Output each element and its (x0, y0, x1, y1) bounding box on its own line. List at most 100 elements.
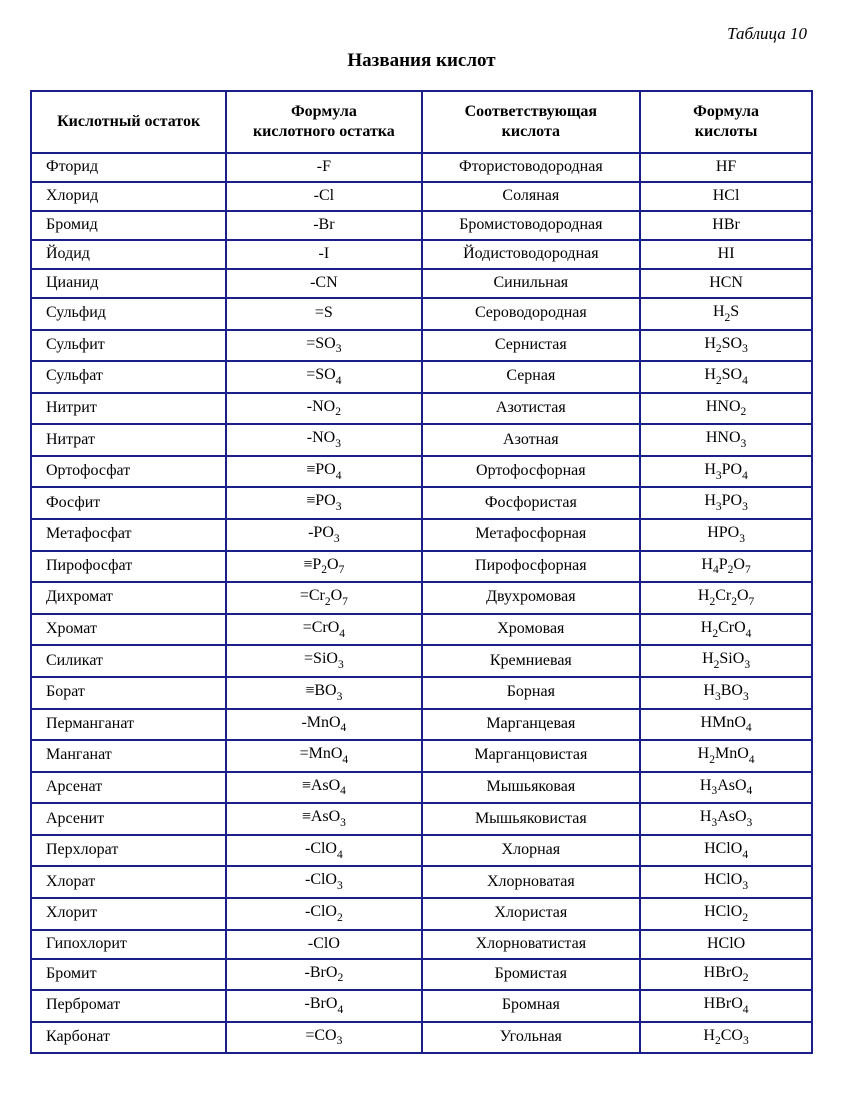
residue-formula: -ClO4 (226, 835, 421, 867)
table-row: Метафосфат-PO3МетафосфорнаяHPO3 (31, 519, 812, 551)
residue-formula: -I (226, 240, 421, 269)
residue-name: Бромит (31, 959, 226, 991)
acid-name: Марганцевая (422, 709, 641, 741)
residue-name: Гипохлорит (31, 930, 226, 959)
residue-formula: =SiO3 (226, 645, 421, 677)
table-row: Йодид-IЙодистоводороднаяHI (31, 240, 812, 269)
acid-formula: H2SiO3 (640, 645, 812, 677)
table-row: Силикат=SiO3КремниеваяH2SiO3 (31, 645, 812, 677)
residue-formula: =CO3 (226, 1022, 421, 1054)
residue-name: Йодид (31, 240, 226, 269)
residue-formula: -NO3 (226, 424, 421, 456)
table-row: Арсенат≡AsO4МышьяковаяH3AsO4 (31, 772, 812, 804)
residue-formula: =MnO4 (226, 740, 421, 772)
table-row: Бромид-BrБромистоводороднаяHBr (31, 211, 812, 240)
acid-name: Хлорная (422, 835, 641, 867)
acid-formula: H2Cr2O7 (640, 582, 812, 614)
acid-formula: HNO2 (640, 393, 812, 425)
table-row: Арсенит≡AsO3МышьяковистаяH3AsO3 (31, 803, 812, 835)
acid-name: Бромистая (422, 959, 641, 991)
residue-name: Сульфат (31, 361, 226, 393)
table-row: Перманганат-MnO4МарганцеваяHMnO4 (31, 709, 812, 741)
residue-formula: =CrO4 (226, 614, 421, 646)
residue-formula: =SO3 (226, 330, 421, 362)
table-row: Сульфит=SO3СернистаяH2SO3 (31, 330, 812, 362)
table-row: Фторид-FФтористоводороднаяHF (31, 153, 812, 182)
table-row: Нитрат-NO3АзотнаяHNO3 (31, 424, 812, 456)
residue-formula: ≡AsO3 (226, 803, 421, 835)
residue-formula: -CN (226, 269, 421, 298)
acid-formula: HPO3 (640, 519, 812, 551)
residue-name: Метафосфат (31, 519, 226, 551)
acid-name: Хромовая (422, 614, 641, 646)
col-header-2: Соответствующаякислота (422, 91, 641, 153)
acid-formula: H2CrO4 (640, 614, 812, 646)
residue-formula: =SO4 (226, 361, 421, 393)
residue-formula: =Cr2O7 (226, 582, 421, 614)
acid-name: Метафосфорная (422, 519, 641, 551)
residue-name: Хлорат (31, 866, 226, 898)
acid-name: Хлористая (422, 898, 641, 930)
acid-name: Угольная (422, 1022, 641, 1054)
acid-name: Сернистая (422, 330, 641, 362)
acid-name: Хлорноватая (422, 866, 641, 898)
residue-formula: =S (226, 298, 421, 330)
header-row: Кислотный остатокФормулакислотного остат… (31, 91, 812, 153)
table-row: Сульфат=SO4СернаяH2SO4 (31, 361, 812, 393)
acid-formula: H3PO3 (640, 487, 812, 519)
acid-name: Фтористоводородная (422, 153, 641, 182)
acid-formula: HCN (640, 269, 812, 298)
residue-name: Сульфит (31, 330, 226, 362)
acid-name: Двухромовая (422, 582, 641, 614)
residue-formula: -ClO (226, 930, 421, 959)
acid-formula: HI (640, 240, 812, 269)
residue-name: Хромат (31, 614, 226, 646)
acid-formula: HCl (640, 182, 812, 211)
table-row: Хромат=CrO4ХромоваяH2CrO4 (31, 614, 812, 646)
residue-formula: -PO3 (226, 519, 421, 551)
col-header-0: Кислотный остаток (31, 91, 226, 153)
acid-formula: H3PO4 (640, 456, 812, 488)
table-row: Сульфид=SСероводороднаяH2S (31, 298, 812, 330)
acid-name: Йодистоводородная (422, 240, 641, 269)
acid-formula: H4P2O7 (640, 551, 812, 583)
residue-name: Нитрит (31, 393, 226, 425)
residue-name: Арсенат (31, 772, 226, 804)
residue-formula: -F (226, 153, 421, 182)
table-row: Пирофосфат≡P2O7ПирофосфорнаяH4P2O7 (31, 551, 812, 583)
col-header-3: Формулакислоты (640, 91, 812, 153)
table-row: Дихромат=Cr2O7ДвухромоваяH2Cr2O7 (31, 582, 812, 614)
acid-formula: HClO3 (640, 866, 812, 898)
table-row: Цианид-CNСинильнаяHCN (31, 269, 812, 298)
residue-name: Хлорит (31, 898, 226, 930)
acid-formula: H2SO3 (640, 330, 812, 362)
table-row: Нитрит-NO2АзотистаяHNO2 (31, 393, 812, 425)
residue-formula: -NO2 (226, 393, 421, 425)
acid-name: Борная (422, 677, 641, 709)
residue-name: Сульфид (31, 298, 226, 330)
residue-name: Силикат (31, 645, 226, 677)
residue-name: Цианид (31, 269, 226, 298)
residue-name: Перхлорат (31, 835, 226, 867)
residue-name: Пирофосфат (31, 551, 226, 583)
residue-name: Перманганат (31, 709, 226, 741)
residue-name: Бромид (31, 211, 226, 240)
acid-name: Азотная (422, 424, 641, 456)
table-row: Карбонат=CO3УгольнаяH2CO3 (31, 1022, 812, 1054)
table-row: Хлорид-ClСолянаяHCl (31, 182, 812, 211)
acid-name: Бромная (422, 990, 641, 1022)
residue-formula: -ClO3 (226, 866, 421, 898)
acid-name: Бромистоводородная (422, 211, 641, 240)
residue-formula: -Cl (226, 182, 421, 211)
residue-name: Карбонат (31, 1022, 226, 1054)
acid-formula: HClO4 (640, 835, 812, 867)
acid-name: Пирофосфорная (422, 551, 641, 583)
table-body: Фторид-FФтористоводороднаяHFХлорид-ClСол… (31, 153, 812, 1053)
acid-name: Азотистая (422, 393, 641, 425)
residue-formula: -ClO2 (226, 898, 421, 930)
table-row: Гипохлорит-ClOХлорноватистаяHClO (31, 930, 812, 959)
acid-name: Хлорноватистая (422, 930, 641, 959)
col-header-1: Формулакислотного остатка (226, 91, 421, 153)
table-row: Борат≡BO3БорнаяH3BO3 (31, 677, 812, 709)
residue-name: Фторид (31, 153, 226, 182)
